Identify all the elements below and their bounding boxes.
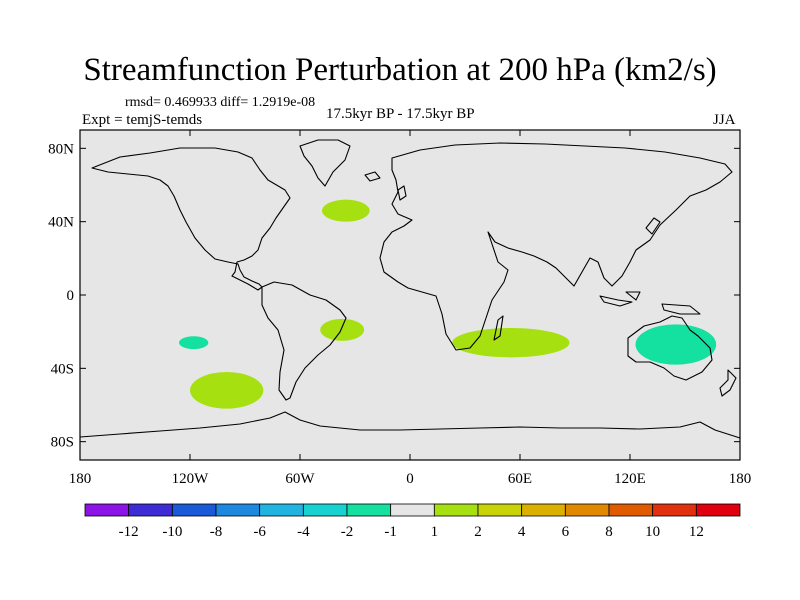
colorbar-swatch <box>477 503 523 517</box>
anomaly-region-1 <box>179 336 209 350</box>
colorbar-swatch <box>346 503 392 517</box>
colorbar: -12 -10 -8 -6 -4 -2 -1 1 2 4 6 8 10 12 <box>84 503 741 540</box>
season-label: JJA <box>713 112 736 128</box>
coast-antarctica <box>79 411 741 439</box>
colorbar-label: 8 <box>605 524 613 540</box>
colorbar-swatch <box>521 503 566 517</box>
coast-britain <box>397 185 407 201</box>
anomaly-regions <box>179 199 717 409</box>
colorbar-label: -12 <box>119 524 139 540</box>
colorbar-swatch <box>302 503 348 517</box>
coast-japan <box>645 217 661 235</box>
colorbar-label: -2 <box>341 524 354 540</box>
anomaly-region-4 <box>452 328 570 358</box>
colorbar-label: -10 <box>162 524 182 540</box>
colorbar-label: 4 <box>518 524 526 540</box>
rmsd-stats: rmsd= 0.469933 diff= 1.2919e-08 <box>125 95 316 110</box>
colorbar-label: 2 <box>474 524 482 540</box>
colorbar-swatch <box>564 503 610 517</box>
y-tick-label: 80S <box>51 435 74 451</box>
coast-madagascar <box>493 315 504 341</box>
anomaly-region-0 <box>322 199 370 222</box>
coast-afro-eurasia <box>379 142 733 351</box>
y-axis: 80N 40N 0 40S 80S <box>48 141 740 451</box>
coast-north-america <box>91 147 291 291</box>
colorbar-swatch <box>215 503 261 517</box>
x-tick-label: 180 <box>729 471 752 487</box>
x-tick-label: 0 <box>406 471 414 487</box>
colorbar-label: 12 <box>689 524 704 540</box>
x-tick-label: 120W <box>172 471 210 487</box>
colorbar-label: -6 <box>253 524 266 540</box>
colorbar-swatch <box>652 503 697 517</box>
x-tick-label: 60E <box>508 471 532 487</box>
colorbar-label: 10 <box>645 524 660 540</box>
x-axis: 180 120W 60W 0 60E 120E 180 <box>69 130 752 487</box>
anomaly-region-2 <box>190 372 264 409</box>
y-tick-label: 40S <box>51 361 74 377</box>
coastlines <box>79 139 741 439</box>
y-tick-label: 0 <box>67 288 75 304</box>
chart-title: Streamfunction Perturbation at 200 hPa (… <box>83 52 717 88</box>
colorbar-swatch <box>84 503 130 517</box>
colorbar-swatch <box>171 503 217 517</box>
x-tick-label: 180 <box>69 471 92 487</box>
y-tick-label: 40N <box>48 215 74 231</box>
x-tick-label: 60W <box>285 471 315 487</box>
coast-iceland <box>364 171 381 182</box>
anomaly-region-5 <box>635 324 717 365</box>
colorbar-swatch <box>390 503 435 517</box>
coast-south-america <box>261 281 347 401</box>
colorbar-label: -8 <box>210 524 223 540</box>
colorbar-swatch <box>433 503 479 517</box>
coast-australia <box>627 315 713 381</box>
coast-greenland <box>299 139 351 187</box>
colorbar-label: 1 <box>431 524 439 540</box>
y-tick-label: 80N <box>48 141 74 157</box>
colorbar-swatch <box>608 503 654 517</box>
anomaly-region-3 <box>320 318 365 341</box>
colorbar-label: -4 <box>297 524 310 540</box>
colorbar-label: -1 <box>384 524 397 540</box>
colorbar-swatch <box>695 503 741 517</box>
experiment-label: Expt = temjS-temds <box>82 112 203 128</box>
coast-new-zealand <box>719 369 737 397</box>
map-background <box>80 130 740 460</box>
coast-indonesia <box>599 291 701 315</box>
colorbar-swatch <box>128 503 173 517</box>
colorbar-label: 6 <box>562 524 570 540</box>
x-tick-label: 120E <box>614 471 646 487</box>
colorbar-swatch <box>259 503 304 517</box>
period-label: 17.5kyr BP - 17.5kyr BP <box>326 106 475 122</box>
